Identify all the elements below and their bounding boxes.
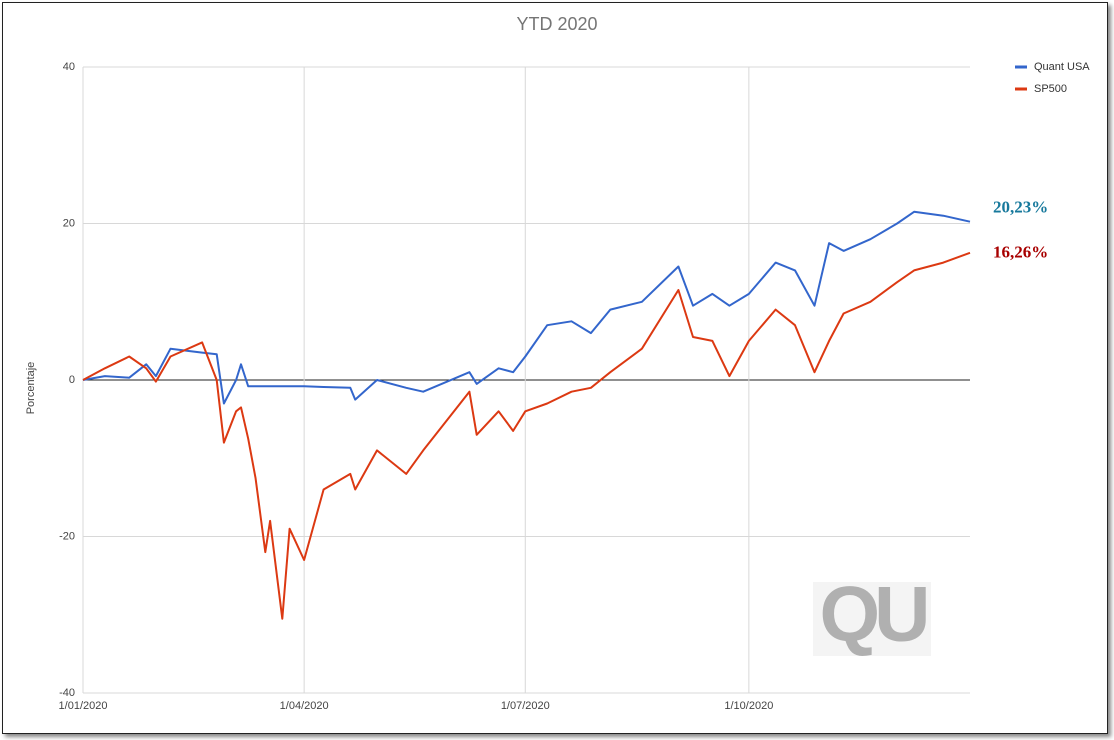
- y-tick-label: 40: [63, 61, 75, 73]
- series-line: [82, 251, 971, 620]
- y-tick-label: 20: [63, 217, 75, 229]
- y-axis-label: Porcentaje: [25, 362, 37, 415]
- watermark: QU: [820, 570, 927, 658]
- legend-label: Quant USA: [1034, 61, 1090, 73]
- chart-title: YTD 2020: [516, 14, 597, 34]
- annotation: 16,26%: [993, 243, 1048, 262]
- watermark-box: [813, 582, 931, 656]
- x-tick-label: 1/07/2020: [501, 700, 550, 712]
- y-tick-label: 0: [69, 374, 75, 386]
- annotation: 20,23%: [993, 198, 1048, 217]
- legend-label: SP500: [1034, 83, 1067, 95]
- x-tick-label: 1/10/2020: [724, 700, 773, 712]
- series-line: [82, 210, 971, 405]
- x-tick-label: 1/01/2020: [59, 700, 108, 712]
- x-tick-label: 1/04/2020: [280, 700, 329, 712]
- y-tick-label: -40: [59, 687, 75, 699]
- y-tick-label: -20: [59, 530, 75, 542]
